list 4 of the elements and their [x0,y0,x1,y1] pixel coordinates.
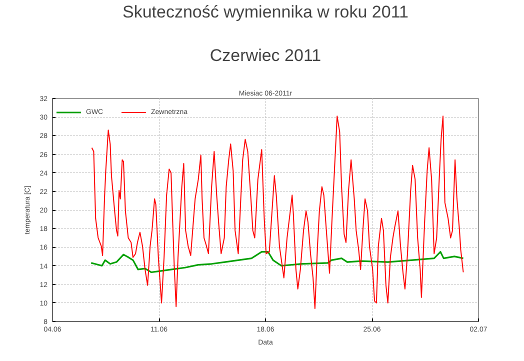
chart-subtitle: Czerwiec 2011 [210,46,322,65]
line-series [91,116,464,309]
chart-title: Skuteczność wymiennika w roku 2011 [122,2,409,22]
line-series [90,251,464,274]
